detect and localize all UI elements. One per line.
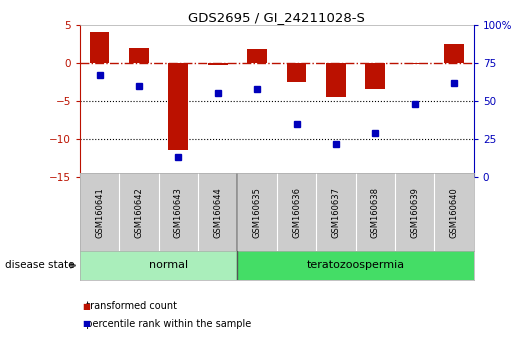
Bar: [129, 47, 149, 63]
Text: normal: normal: [149, 261, 188, 270]
Text: GSM160637: GSM160637: [332, 187, 340, 238]
Text: percentile rank within the sample: percentile rank within the sample: [80, 319, 251, 329]
Bar: [168, 63, 188, 150]
Bar: [208, 63, 228, 65]
Text: GSM160643: GSM160643: [174, 187, 183, 238]
Text: ■: ■: [82, 302, 90, 311]
Text: disease state: disease state: [5, 261, 75, 270]
Text: GSM160644: GSM160644: [213, 187, 222, 238]
Text: transformed count: transformed count: [80, 301, 177, 311]
Title: GDS2695 / GI_24211028-S: GDS2695 / GI_24211028-S: [188, 11, 365, 24]
Text: GSM160641: GSM160641: [95, 187, 104, 238]
Bar: [247, 49, 267, 63]
Text: GSM160635: GSM160635: [253, 187, 262, 238]
Text: GSM160639: GSM160639: [410, 187, 419, 238]
Bar: [90, 32, 109, 63]
Bar: [444, 44, 464, 63]
Bar: [80, 251, 237, 280]
Text: GSM160638: GSM160638: [371, 187, 380, 238]
Text: GSM160640: GSM160640: [450, 187, 458, 238]
Text: GSM160642: GSM160642: [134, 187, 143, 238]
Bar: [326, 63, 346, 97]
Bar: [405, 63, 424, 64]
Text: ■: ■: [82, 319, 90, 329]
Bar: [366, 63, 385, 90]
Bar: [237, 251, 474, 280]
Bar: [287, 63, 306, 82]
Text: GSM160636: GSM160636: [292, 187, 301, 238]
Text: teratozoospermia: teratozoospermia: [306, 261, 405, 270]
